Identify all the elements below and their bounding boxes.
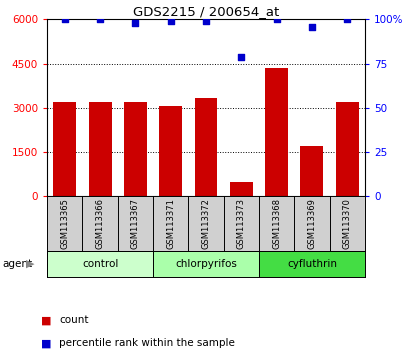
Text: GSM113365: GSM113365 — [60, 199, 69, 249]
Bar — [53, 102, 76, 196]
Point — [61, 17, 68, 22]
Text: control: control — [82, 259, 118, 269]
Text: percentile rank within the sample: percentile rank within the sample — [59, 338, 235, 348]
Text: ■: ■ — [41, 338, 52, 348]
Bar — [265, 68, 288, 196]
Text: chlorpyrifos: chlorpyrifos — [175, 259, 236, 269]
Point — [308, 24, 315, 29]
Bar — [124, 102, 146, 196]
Text: count: count — [59, 315, 89, 325]
Text: GSM113368: GSM113368 — [272, 198, 281, 250]
Title: GDS2215 / 200654_at: GDS2215 / 200654_at — [133, 5, 279, 18]
Bar — [159, 107, 182, 196]
Bar — [229, 182, 252, 196]
Text: ▶: ▶ — [26, 259, 34, 269]
Text: GSM113371: GSM113371 — [166, 199, 175, 249]
Bar — [88, 102, 111, 196]
Point — [343, 17, 350, 22]
Text: GSM113367: GSM113367 — [130, 198, 139, 250]
Text: GSM113372: GSM113372 — [201, 199, 210, 249]
Point — [238, 54, 244, 59]
Text: GSM113370: GSM113370 — [342, 199, 351, 249]
Text: GSM113373: GSM113373 — [236, 198, 245, 250]
Point — [167, 18, 173, 24]
Point — [273, 17, 279, 22]
Text: cyfluthrin: cyfluthrin — [286, 259, 336, 269]
Bar — [153, 251, 258, 277]
Bar — [47, 251, 153, 277]
Text: GSM113369: GSM113369 — [307, 199, 316, 249]
Point — [132, 20, 138, 26]
Point — [202, 18, 209, 24]
Bar — [300, 146, 323, 196]
Bar — [194, 98, 217, 196]
Text: ■: ■ — [41, 315, 52, 325]
Point — [97, 17, 103, 22]
Text: GSM113366: GSM113366 — [95, 198, 104, 250]
Bar — [335, 102, 358, 196]
Text: agent: agent — [2, 259, 32, 269]
Bar — [258, 251, 364, 277]
